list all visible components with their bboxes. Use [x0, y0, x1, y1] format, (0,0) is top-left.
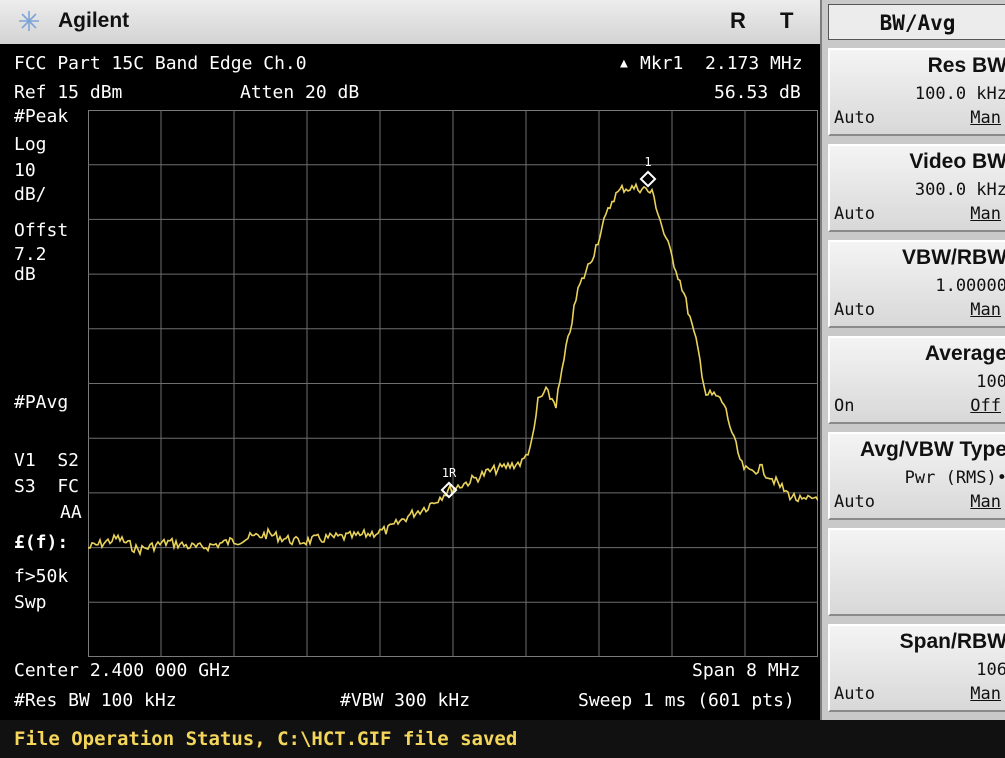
- softkey-label: VBW/RBW: [902, 246, 1005, 269]
- marker-frequency: Mkr1 2.173 MHz: [640, 53, 803, 74]
- softkey-auto: Auto: [834, 300, 875, 320]
- softkey-label: Res BW: [927, 54, 1005, 77]
- softkey-label: Video BW: [909, 150, 1005, 173]
- delta-marker-icon: ▲: [620, 56, 628, 71]
- softkey-label: Avg/VBW Type: [859, 438, 1005, 461]
- softkey-panel: BW/Avg Res BW 100.0 kHz Auto Man Video B…: [820, 0, 1005, 720]
- file-status-bar: File Operation Status, C:\HCT.GIF file s…: [0, 720, 1005, 758]
- marker-1r-label: 1R: [442, 466, 457, 480]
- sweep-mode-label: Swp: [14, 592, 47, 613]
- marker-1-reference: 1R: [440, 466, 458, 499]
- softkey-vbw-rbw[interactable]: VBW/RBW 1.00000 Auto Man: [828, 240, 1005, 328]
- trace-state-v1s2: V1 S2: [14, 450, 80, 471]
- spectrum-plot: 1 1R: [88, 110, 818, 657]
- agilent-spark-icon: [19, 11, 39, 31]
- softkey-blank[interactable]: [828, 528, 1005, 616]
- offset-value: 7.2: [14, 244, 47, 265]
- softkey-value: 100.0 kHz: [914, 84, 1005, 104]
- trace-state-aa: AA: [60, 502, 82, 523]
- ref-level: Ref 15 dBm: [14, 82, 123, 103]
- grid-lines: [88, 110, 818, 657]
- softkey-man: Man: [970, 108, 1001, 128]
- softkey-auto: Auto: [834, 204, 875, 224]
- video-bandwidth: #VBW 300 kHz: [340, 690, 471, 711]
- softkey-average[interactable]: Average 100 On Off: [828, 336, 1005, 424]
- scale-value: 10: [14, 160, 36, 181]
- marker-amplitude: 56.53 dB: [714, 82, 801, 103]
- softkey-span-rbw[interactable]: Span/RBW 106 Auto Man: [828, 624, 1005, 712]
- softkey-value: 300.0 kHz: [914, 180, 1005, 200]
- detector-label: #Peak: [14, 106, 69, 127]
- softkey-value: Pwr (RMS)•: [904, 468, 1005, 488]
- attenuation: Atten 20 dB: [240, 82, 360, 103]
- trace-state-s3fc: S3 FC: [14, 476, 80, 497]
- softkey-res-bw[interactable]: Res BW 100.0 kHz Auto Man: [828, 48, 1005, 136]
- softkey-value: 106: [976, 660, 1005, 680]
- center-frequency: Center 2.400 000 GHz: [14, 660, 231, 681]
- softkey-off: Off: [970, 396, 1001, 416]
- pavg-label: #PAvg: [14, 392, 69, 413]
- softkey-on: On: [834, 396, 855, 416]
- scale-type-label: Log: [14, 134, 47, 155]
- softkey-value: 1.00000: [935, 276, 1005, 296]
- menu-title: BW/Avg: [828, 4, 1005, 40]
- softkey-label: Average: [924, 342, 1005, 365]
- softkey-auto: Auto: [834, 108, 875, 128]
- sweep-time: Sweep 1 ms (601 pts): [578, 690, 795, 711]
- softkey-avg-vbw-type[interactable]: Avg/VBW Type Pwr (RMS)• Auto Man: [828, 432, 1005, 520]
- marker-1: 1: [639, 155, 657, 188]
- softkey-label: Span/RBW: [899, 630, 1005, 653]
- remote-indicator: R: [730, 8, 746, 33]
- softkey-man: Man: [970, 684, 1001, 704]
- span: Span 8 MHz: [692, 660, 801, 681]
- softkey-video-bw[interactable]: Video BW 300.0 kHz Auto Man: [828, 144, 1005, 232]
- marker-1-label: 1: [644, 155, 651, 169]
- top-bar: Agilent R T: [0, 0, 820, 45]
- scale-unit: dB/: [14, 184, 47, 205]
- freq-cond-label: f>50k: [14, 566, 69, 587]
- softkey-man: Man: [970, 492, 1001, 512]
- softkey-auto: Auto: [834, 684, 875, 704]
- resolution-bandwidth: #Res BW 100 kHz: [14, 690, 177, 711]
- offset-label: Offst: [14, 220, 69, 241]
- spectrum-trace: [88, 182, 818, 557]
- measurement-title: FCC Part 15C Band Edge Ch.0: [14, 53, 307, 74]
- offset-unit: dB: [14, 264, 36, 285]
- correction-label: £(f):: [14, 532, 69, 553]
- softkey-value: 100: [976, 372, 1005, 392]
- softkey-auto: Auto: [834, 492, 875, 512]
- softkey-man: Man: [970, 300, 1001, 320]
- softkey-man: Man: [970, 204, 1001, 224]
- trigger-indicator: T: [780, 8, 794, 33]
- brand-name: Agilent: [58, 9, 130, 32]
- analyzer-screen: [0, 44, 820, 720]
